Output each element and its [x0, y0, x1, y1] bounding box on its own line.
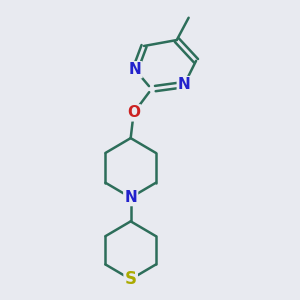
Text: N: N — [129, 62, 142, 77]
Text: O: O — [127, 105, 140, 120]
Text: N: N — [178, 77, 190, 92]
Text: S: S — [125, 270, 137, 288]
Text: N: N — [124, 190, 137, 205]
